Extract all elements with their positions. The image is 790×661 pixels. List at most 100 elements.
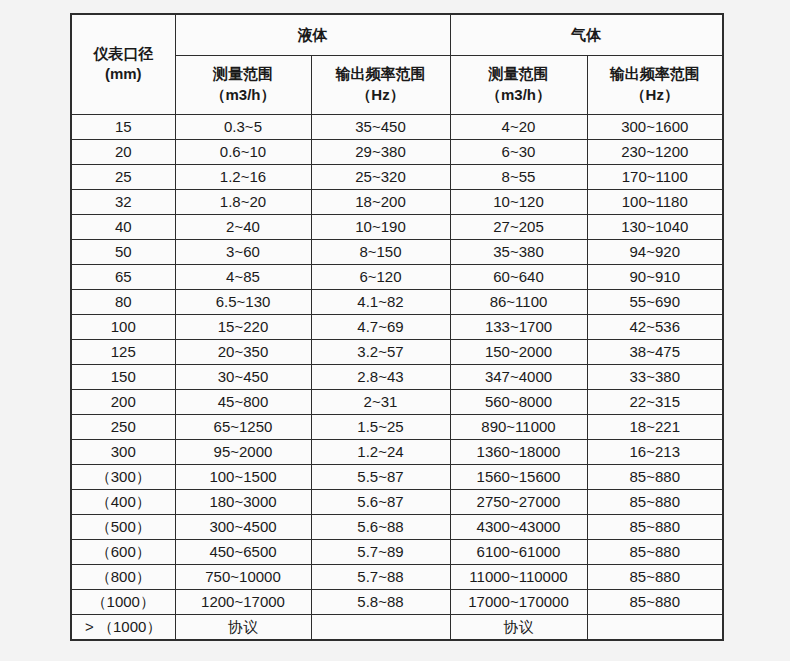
cell-liquid-freq-range: 2~31 [311,389,450,414]
cell-diameter: 80 [71,289,175,314]
cell-diameter: 300 [71,439,175,464]
cell-diameter: 200 [71,389,175,414]
cell-liquid-measure-range: 协议 [175,614,311,640]
cell-gas-freq-range: 130~1040 [587,214,723,239]
cell-gas-freq-range: 33~380 [587,364,723,389]
table-row: 200 45~800 2~31 560~8000 22~315 [71,389,723,414]
cell-diameter: 32 [71,189,175,214]
cell-liquid-measure-range: 4~85 [175,264,311,289]
cell-gas-measure-range: 6~30 [450,139,587,164]
cell-gas-freq-range: 85~880 [587,564,723,589]
cell-liquid-measure-range: 6.5~130 [175,289,311,314]
cell-liquid-freq-range: 1.5~25 [311,414,450,439]
liquid-measure-range-header: 测量范围 （m3/h） [175,55,311,114]
table-row: （1000） 1200~17000 5.8~88 17000~170000 85… [71,589,723,614]
cell-liquid-measure-range: 450~6500 [175,539,311,564]
table-row: > （1000） 协议 协议 [71,614,723,640]
spec-table: 仪表口径 (mm) 液体 气体 测量范围 （m3/h） 输出频率范围 （Hz） … [70,13,724,641]
cell-gas-measure-range: 2750~27000 [450,489,587,514]
gas-freq-range-header: 输出频率范围 （Hz） [587,55,723,114]
cell-gas-measure-range: 86~1100 [450,289,587,314]
cell-liquid-freq-range: 5.5~87 [311,464,450,489]
cell-gas-measure-range: 8~55 [450,164,587,189]
cell-liquid-freq-range: 1.2~24 [311,439,450,464]
cell-diameter: 65 [71,264,175,289]
cell-diameter: 125 [71,339,175,364]
cell-diameter: 100 [71,314,175,339]
cell-liquid-freq-range: 5.6~88 [311,514,450,539]
cell-diameter: 25 [71,164,175,189]
cell-diameter: （800） [71,564,175,589]
table-header: 仪表口径 (mm) 液体 气体 测量范围 （m3/h） 输出频率范围 （Hz） … [71,14,723,114]
table-row: 40 2~40 10~190 27~205 130~1040 [71,214,723,239]
liquid-freq-range-label: 输出频率范围 [314,64,448,84]
cell-liquid-measure-range: 100~1500 [175,464,311,489]
cell-gas-measure-range: 4~20 [450,114,587,139]
cell-liquid-freq-range: 3.2~57 [311,339,450,364]
gas-measure-range-label: 测量范围 [453,64,585,84]
table-row: 32 1.8~20 18~200 10~120 100~1180 [71,189,723,214]
table-row: 80 6.5~130 4.1~82 86~1100 55~690 [71,289,723,314]
cell-liquid-freq-range: 5.7~88 [311,564,450,589]
cell-liquid-measure-range: 95~2000 [175,439,311,464]
cell-liquid-freq-range: 8~150 [311,239,450,264]
gas-measure-range-unit: （m3/h） [453,85,585,105]
cell-gas-freq-range: 94~920 [587,239,723,264]
cell-liquid-measure-range: 300~4500 [175,514,311,539]
liquid-measure-range-unit: （m3/h） [178,85,309,105]
liquid-measure-range-label: 测量范围 [178,64,309,84]
cell-liquid-measure-range: 1200~17000 [175,589,311,614]
table-body: 15 0.3~5 35~450 4~20 300~1600 20 0.6~10 … [71,114,723,640]
table-row: （600） 450~6500 5.7~89 6100~61000 85~880 [71,539,723,564]
cell-diameter: （600） [71,539,175,564]
gas-freq-range-label: 输出频率范围 [590,64,721,84]
cell-gas-freq-range: 85~880 [587,464,723,489]
cell-liquid-freq-range: 29~380 [311,139,450,164]
cell-liquid-measure-range: 180~3000 [175,489,311,514]
table-row: 100 15~220 4.7~69 133~1700 42~536 [71,314,723,339]
cell-liquid-measure-range: 1.8~20 [175,189,311,214]
cell-gas-freq-range: 42~536 [587,314,723,339]
table-row: 65 4~85 6~120 60~640 90~910 [71,264,723,289]
cell-liquid-measure-range: 65~1250 [175,414,311,439]
gas-group-header: 气体 [450,14,723,55]
cell-liquid-measure-range: 20~350 [175,339,311,364]
cell-liquid-freq-range: 4.7~69 [311,314,450,339]
cell-gas-measure-range: 协议 [450,614,587,640]
cell-gas-measure-range: 1360~18000 [450,439,587,464]
cell-gas-measure-range: 6100~61000 [450,539,587,564]
table-row: （300） 100~1500 5.5~87 1560~15600 85~880 [71,464,723,489]
cell-liquid-freq-range: 5.8~88 [311,589,450,614]
cell-liquid-freq-range: 25~320 [311,164,450,189]
gas-freq-range-unit: （Hz） [590,85,721,105]
cell-liquid-measure-range: 45~800 [175,389,311,414]
cell-gas-measure-range: 27~205 [450,214,587,239]
cell-liquid-freq-range: 10~190 [311,214,450,239]
table-row: 300 95~2000 1.2~24 1360~18000 16~213 [71,439,723,464]
table-row: 15 0.3~5 35~450 4~20 300~1600 [71,114,723,139]
cell-liquid-freq-range: 4.1~82 [311,289,450,314]
table-row: 50 3~60 8~150 35~380 94~920 [71,239,723,264]
cell-gas-measure-range: 11000~110000 [450,564,587,589]
table-row: 250 65~1250 1.5~25 890~11000 18~221 [71,414,723,439]
liquid-freq-range-unit: （Hz） [314,85,448,105]
cell-diameter: 250 [71,414,175,439]
cell-liquid-freq-range: 18~200 [311,189,450,214]
cell-gas-freq-range: 230~1200 [587,139,723,164]
cell-gas-freq-range: 38~475 [587,339,723,364]
cell-gas-freq-range: 300~1600 [587,114,723,139]
cell-gas-measure-range: 35~380 [450,239,587,264]
cell-diameter: 20 [71,139,175,164]
cell-gas-measure-range: 60~640 [450,264,587,289]
cell-diameter: （1000） [71,589,175,614]
cell-liquid-measure-range: 1.2~16 [175,164,311,189]
cell-gas-measure-range: 560~8000 [450,389,587,414]
header-row-groups: 仪表口径 (mm) 液体 气体 [71,14,723,55]
cell-liquid-measure-range: 750~10000 [175,564,311,589]
diameter-column-header: 仪表口径 (mm) [71,14,175,114]
table-row: 25 1.2~16 25~320 8~55 170~1100 [71,164,723,189]
cell-liquid-measure-range: 15~220 [175,314,311,339]
cell-gas-freq-range: 170~1100 [587,164,723,189]
cell-gas-measure-range: 150~2000 [450,339,587,364]
cell-gas-measure-range: 1560~15600 [450,464,587,489]
